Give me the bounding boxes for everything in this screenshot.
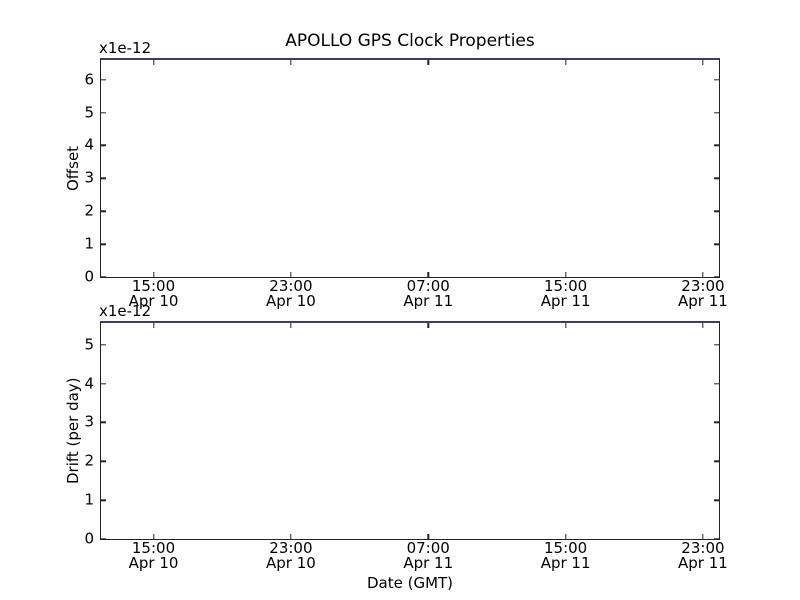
drift-plot-scale-label: x1e-12 (99, 302, 152, 320)
y-tick-mark (714, 538, 719, 540)
x-tick-date: Apr 11 (678, 292, 728, 310)
x-tick-date: Apr 11 (403, 554, 454, 572)
x-tick-time: 23:00 (681, 539, 725, 557)
y-tick-mark (101, 177, 106, 180)
x-tick-mark (427, 272, 429, 277)
x-tick-mark (564, 60, 567, 65)
y-tick-mark (714, 499, 719, 501)
x-tick-mark (290, 272, 292, 277)
y-tick-mark (714, 344, 719, 346)
x-tick-mark (427, 534, 429, 539)
y-tick-mark (101, 111, 106, 114)
chart-title: APOLLO GPS Clock Properties (285, 31, 535, 51)
x-tick-label: 15:00 Apr 10 (129, 279, 179, 309)
x-tick-time: 15:00 (543, 539, 588, 557)
x-tick-mark (564, 272, 567, 277)
x-tick-mark (427, 60, 429, 65)
y-tick-mark (101, 210, 106, 212)
y-tick-label: 2 (84, 451, 94, 470)
drift-plot-ylabel: Drift (per day) (64, 377, 82, 485)
y-tick-mark (714, 276, 719, 278)
y-tick-mark (714, 144, 719, 147)
x-tick-date: Apr 10 (128, 554, 179, 572)
y-tick-mark (101, 421, 106, 424)
y-tick-mark (101, 499, 106, 501)
x-tick-mark (564, 534, 567, 539)
y-tick-mark (101, 382, 106, 385)
x-tick-time: 15:00 (131, 539, 176, 557)
y-tick-mark (714, 177, 719, 180)
x-tick-time: 23:00 (269, 539, 313, 557)
x-tick-date: Apr 10 (128, 292, 179, 310)
y-tick-mark (714, 243, 719, 245)
y-tick-mark (714, 79, 719, 81)
x-tick-mark (702, 323, 704, 328)
x-tick-mark (702, 272, 704, 277)
y-tick-label: 3 (84, 412, 94, 431)
x-tick-mark (702, 534, 704, 539)
x-tick-label: 23:00 Apr 11 (678, 279, 728, 309)
x-axis-label: Date (GMT) (366, 574, 454, 592)
y-tick-mark (101, 243, 106, 245)
y-tick-mark (714, 111, 719, 114)
x-tick-date: Apr 11 (540, 554, 591, 572)
x-tick-label: 23:00 Apr 10 (266, 279, 316, 309)
x-tick-label: 07:00 Apr 11 (403, 279, 453, 309)
x-tick-date: Apr 10 (266, 554, 316, 572)
y-tick-mark (101, 79, 106, 81)
y-tick-label: 2 (84, 201, 94, 220)
x-tick-time: 15:00 (131, 277, 176, 295)
drift-plot: x1e-12 Drift (per day) 0 1 2 3 4 5 15:00 Apr 10… (64, 303, 728, 571)
x-tick-date: Apr 11 (540, 292, 591, 310)
y-tick-label: 4 (84, 135, 94, 154)
y-tick-mark (101, 276, 106, 278)
y-tick-label: 4 (84, 374, 94, 393)
x-tick-mark (290, 534, 292, 539)
x-tick-mark (152, 323, 155, 328)
y-tick-label: 0 (84, 267, 94, 286)
offset-plot-scale-label: x1e-12 (99, 39, 152, 57)
y-tick-mark (101, 460, 106, 462)
y-tick-label: 6 (84, 70, 94, 89)
y-tick-label: 5 (84, 335, 94, 354)
x-tick-date: Apr 11 (403, 292, 454, 310)
x-tick-label: 07:00 Apr 11 (403, 541, 453, 571)
x-tick-mark (152, 534, 155, 539)
x-tick-time: 23:00 (681, 277, 725, 295)
x-tick-mark (702, 60, 704, 65)
y-tick-mark (714, 210, 719, 212)
x-tick-mark (564, 323, 567, 328)
x-tick-mark (152, 272, 155, 277)
x-tick-mark (427, 323, 429, 328)
x-tick-label: 15:00 Apr 10 (129, 541, 179, 571)
y-tick-label: 0 (84, 529, 94, 548)
x-tick-date: Apr 11 (678, 554, 728, 572)
x-tick-mark (290, 323, 292, 328)
offset-plot: x1e-12 Offset 0 1 2 3 4 5 6 15:00 Apr 10 23:00 Apr… (64, 40, 728, 309)
y-tick-label: 1 (84, 234, 94, 253)
x-tick-label: 23:00 Apr 10 (266, 541, 316, 571)
x-tick-label: 15:00 Apr 11 (541, 541, 591, 571)
x-tick-mark (290, 60, 292, 65)
x-tick-mark (152, 60, 155, 65)
x-tick-time: 07:00 (406, 277, 450, 295)
y-tick-mark (714, 382, 719, 385)
x-tick-date: Apr 10 (266, 292, 316, 310)
y-tick-mark (101, 144, 106, 147)
y-tick-label: 3 (84, 168, 94, 187)
y-tick-label: 5 (84, 103, 94, 122)
x-tick-time: 07:00 (406, 539, 450, 557)
y-tick-mark (101, 538, 106, 540)
y-tick-label: 1 (84, 490, 94, 509)
x-tick-label: 15:00 Apr 11 (541, 279, 591, 309)
y-tick-mark (101, 344, 106, 346)
x-tick-time: 23:00 (269, 277, 313, 295)
offset-plot-ylabel: Offset (64, 145, 82, 192)
y-tick-mark (714, 460, 719, 462)
x-tick-label: 23:00 Apr 11 (678, 541, 728, 571)
x-tick-time: 15:00 (543, 277, 588, 295)
y-tick-mark (714, 421, 719, 424)
